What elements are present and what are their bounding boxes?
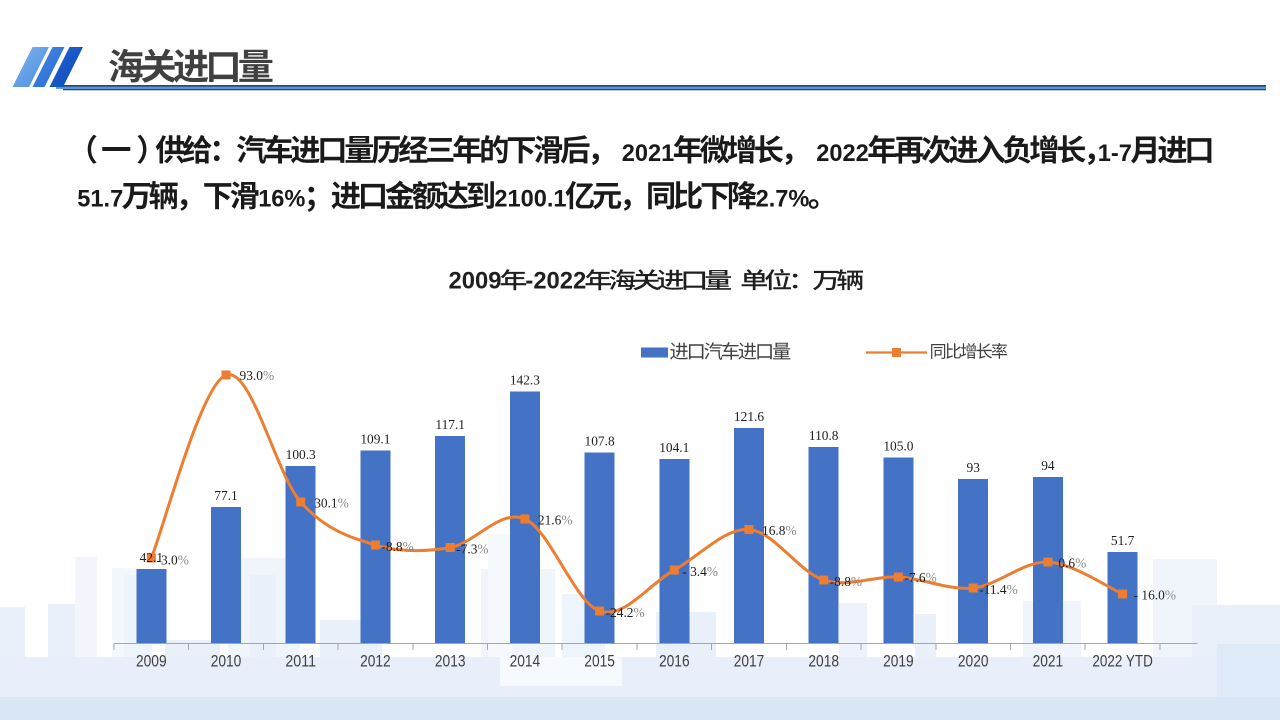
svg-text:2019: 2019: [883, 652, 914, 671]
svg-text:-7.3%: -7.3%: [456, 542, 488, 557]
svg-text:-11.4%: -11.4%: [979, 582, 1018, 597]
svg-text:-8.8%: -8.8%: [381, 539, 413, 554]
svg-text:2.7%: 2.7%: [756, 187, 810, 213]
svg-text:- 3.4%: - 3.4%: [682, 564, 718, 579]
svg-text:142.3: 142.3: [510, 372, 540, 387]
svg-text:94: 94: [1041, 458, 1055, 473]
svg-text:2009: 2009: [136, 652, 167, 671]
svg-text:2015: 2015: [584, 652, 615, 671]
svg-text:109.1: 109.1: [360, 431, 390, 446]
svg-text:1-7: 1-7: [1098, 141, 1132, 167]
svg-text:2022: 2022: [816, 141, 869, 167]
svg-text:51.7: 51.7: [1111, 533, 1135, 548]
svg-text:51.7: 51.7: [77, 187, 123, 213]
svg-text:93.0%: 93.0%: [240, 368, 275, 383]
svg-text:16%: 16%: [258, 187, 305, 213]
svg-text:107.8: 107.8: [585, 434, 615, 449]
svg-text:2022 YTD: 2022 YTD: [1092, 652, 1153, 671]
svg-text:-3.0%: -3.0%: [157, 553, 189, 568]
svg-text:-24.2%: -24.2%: [606, 605, 645, 620]
svg-text:2021: 2021: [622, 141, 675, 167]
svg-text:-2022: -2022: [525, 267, 586, 294]
svg-text:2018: 2018: [808, 652, 839, 671]
svg-text:77.1: 77.1: [214, 488, 237, 503]
svg-text:2014: 2014: [510, 652, 541, 671]
svg-text:105.0: 105.0: [883, 439, 913, 454]
svg-text:-7.6%: -7.6%: [904, 570, 936, 585]
svg-text:2100.1: 2100.1: [494, 187, 566, 213]
svg-text:2010: 2010: [211, 652, 242, 671]
svg-text:104.1: 104.1: [659, 440, 689, 455]
svg-text:2020: 2020: [958, 652, 989, 671]
svg-text:- 16.0%: - 16.0%: [1134, 588, 1176, 603]
svg-text:121.6: 121.6: [734, 409, 764, 424]
svg-text:117.1: 117.1: [435, 417, 465, 432]
svg-text:2016: 2016: [659, 652, 690, 671]
svg-text:100.3: 100.3: [286, 447, 316, 462]
svg-text:93: 93: [967, 460, 981, 475]
svg-text:2012: 2012: [360, 652, 391, 671]
svg-text:2013: 2013: [435, 652, 466, 671]
svg-text:2009: 2009: [449, 267, 502, 294]
svg-text:2011: 2011: [285, 652, 316, 671]
svg-text:42.1: 42.1: [140, 550, 163, 565]
svg-text:0.6%: 0.6%: [1058, 556, 1086, 571]
svg-text:110.8: 110.8: [809, 428, 839, 443]
svg-text:2021: 2021: [1033, 652, 1064, 671]
svg-text:21.6%: 21.6%: [538, 513, 573, 528]
svg-text:16.8%: 16.8%: [762, 523, 797, 538]
svg-text:2017: 2017: [734, 652, 765, 671]
svg-text:30.1%: 30.1%: [314, 496, 349, 511]
svg-text:-8.8%: -8.8%: [830, 574, 862, 589]
